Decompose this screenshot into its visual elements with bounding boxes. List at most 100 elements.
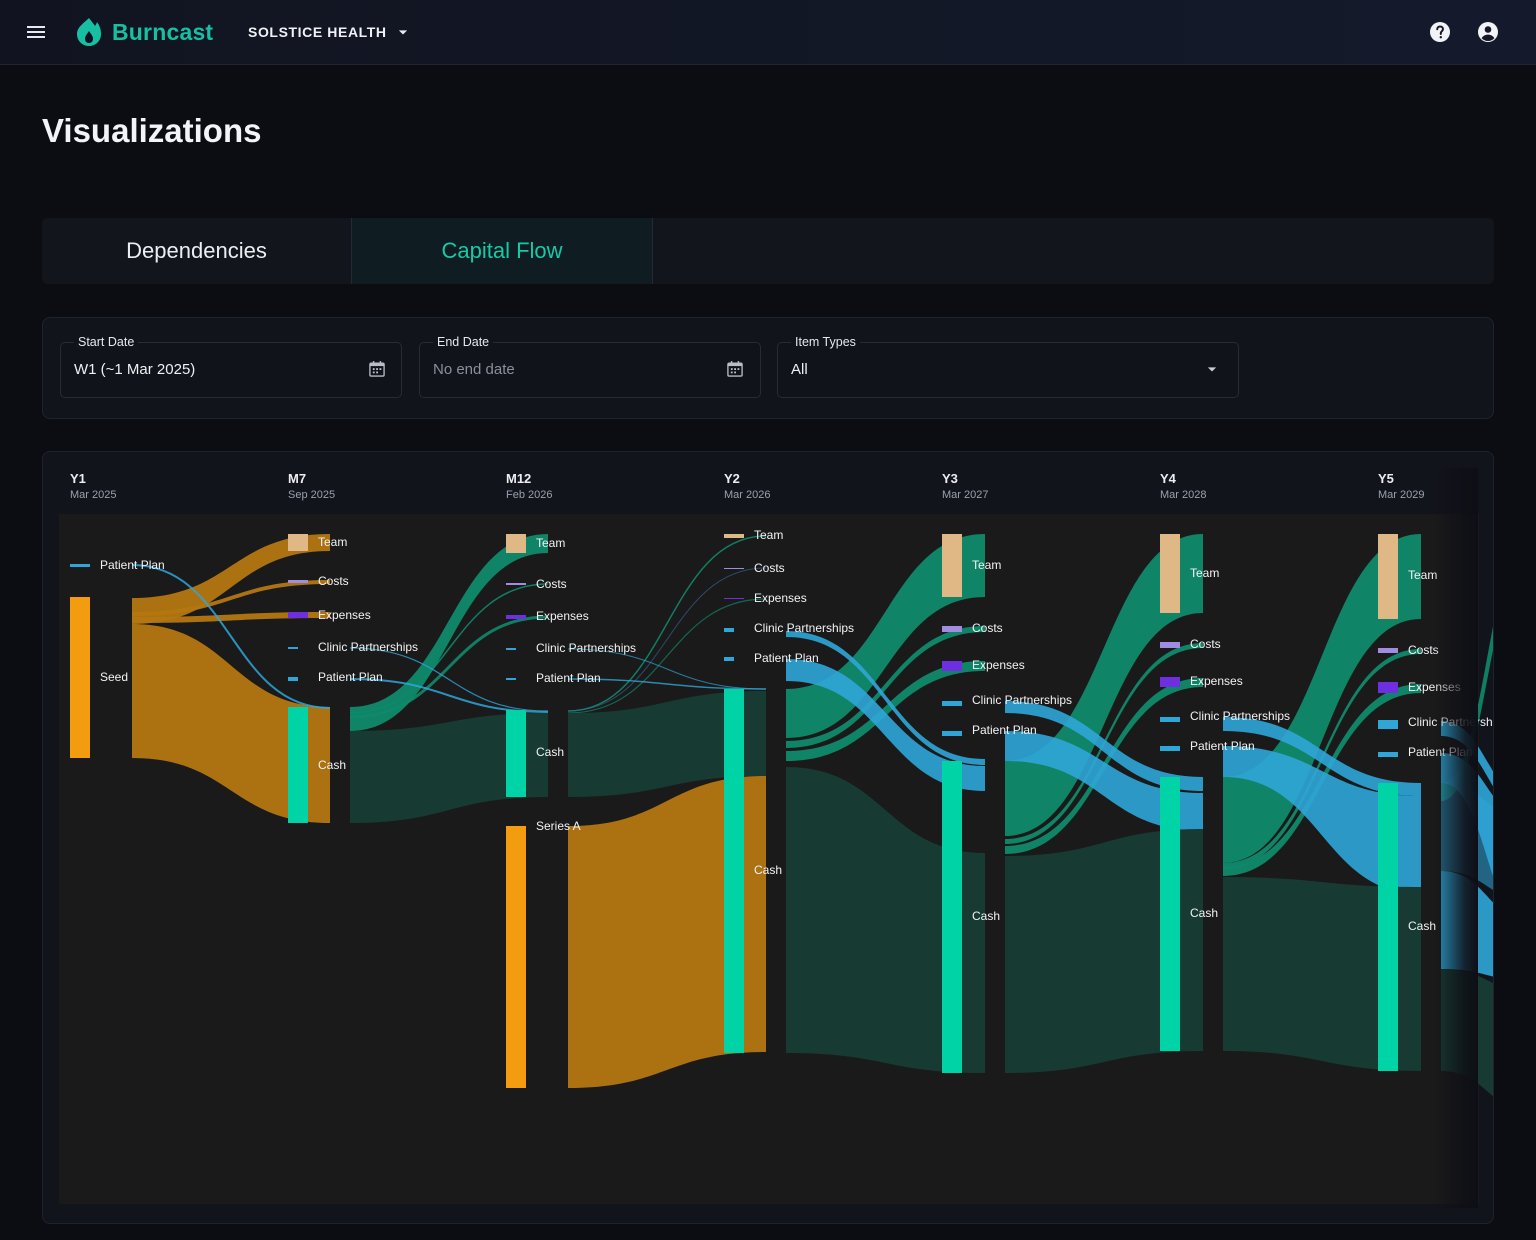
flow-cash-cash: [350, 713, 548, 823]
node-expenses: [506, 615, 526, 619]
node-seed: [70, 597, 90, 758]
node-label-clinic-partnerships: Clinic Partnerships: [754, 621, 854, 635]
calendar-icon[interactable]: [367, 359, 387, 379]
node-label-patient-plan: Patient Plan: [972, 723, 1037, 737]
flow-clinic-cash: [1005, 701, 1203, 791]
node-series-a: [506, 826, 526, 1088]
flow-seed-team: [132, 534, 330, 624]
period-label: Y2: [724, 471, 740, 486]
menu-icon[interactable]: [24, 20, 48, 44]
flow-cash-expenses: [567, 598, 767, 714]
app-bar: Burncast SOLSTICE HEALTH: [0, 0, 1536, 65]
node-label-expenses: Expenses: [1408, 680, 1461, 694]
flow-cash-team: [567, 535, 767, 712]
node-label-seed: Seed: [100, 670, 128, 684]
node-label-team: Team: [318, 535, 347, 549]
tab-capital-flow[interactable]: Capital Flow: [351, 218, 653, 284]
flow-patient-plan-cash: [786, 659, 985, 791]
flow-clinic-cash: [1223, 717, 1421, 796]
period-date: Mar 2026: [724, 489, 770, 501]
end-date-field[interactable]: End Date No end date: [419, 335, 761, 398]
node-clinic-partnerships: [1160, 717, 1180, 722]
node-label-team: Team: [1408, 568, 1437, 582]
node-label-patient-plan: Patient Plan: [754, 651, 819, 665]
flow-patient-plan-cash: [131, 564, 331, 709]
node-label-expenses: Expenses: [1190, 674, 1243, 688]
flow-cash-costs: [567, 567, 767, 712]
flow-seed-cash: [132, 624, 330, 823]
node-label-costs: Costs: [972, 621, 1003, 635]
period-date: Feb 2026: [506, 489, 552, 501]
node-label-cash: Cash: [536, 745, 564, 759]
node-team: [724, 534, 744, 538]
node-label-expenses: Expenses: [536, 609, 589, 623]
node-cash: [1160, 777, 1180, 1051]
node-costs: [288, 580, 308, 583]
node-label-clinic-partnerships: Clinic Partnerships: [1190, 709, 1290, 723]
node-label-patient-plan: Patient Plan: [1408, 745, 1473, 759]
item-types-select[interactable]: Item Types All: [777, 335, 1239, 398]
caret-down-icon: [398, 30, 407, 35]
node-label-team: Team: [972, 558, 1001, 572]
node-label-costs: Costs: [536, 577, 567, 591]
start-date-value: W1 (~1 Mar 2025): [74, 361, 196, 378]
organization-selector[interactable]: SOLSTICE HEALTH: [248, 22, 413, 42]
node-label-series-a: Series A: [536, 819, 581, 833]
account-circle-icon[interactable]: [1476, 20, 1500, 44]
node-label-patient-plan: Patient Plan: [318, 670, 383, 684]
node-cash: [506, 710, 526, 797]
flow-cash-costs: [349, 583, 549, 714]
flow-cash-expenses: [786, 661, 985, 761]
flow-cash-costs: [786, 626, 985, 748]
node-costs: [724, 568, 744, 569]
node-label-patient-plan: Patient Plan: [100, 558, 165, 572]
node-label-cash: Cash: [318, 758, 346, 772]
node-expenses: [1160, 677, 1180, 687]
node-label-costs: Costs: [754, 561, 785, 575]
period-date: Mar 2025: [70, 489, 116, 501]
node-label-patient-plan: Patient Plan: [536, 671, 601, 685]
node-label-clinic-partnerships: Clinic Partnerships: [318, 640, 418, 654]
period-date: Mar 2029: [1378, 489, 1424, 501]
help-icon[interactable]: [1428, 20, 1452, 44]
node-label-costs: Costs: [1408, 643, 1439, 657]
node-team: [942, 534, 962, 597]
brand[interactable]: Burncast: [76, 16, 213, 48]
period-date: Mar 2028: [1160, 489, 1206, 501]
flow-clinic-cash: [786, 631, 985, 765]
node-label-clinic-partnerships: Clinic Partnerships: [536, 641, 636, 655]
node-label-costs: Costs: [318, 574, 349, 588]
start-date-field[interactable]: Start Date W1 (~1 Mar 2025): [60, 335, 402, 398]
period-label: M12: [506, 471, 531, 486]
node-label-team: Team: [1190, 566, 1219, 580]
period-label: Y3: [942, 471, 958, 486]
node-patient-plan: [724, 657, 734, 661]
node-patient-plan: [506, 678, 516, 680]
node-patient-plan: [1160, 746, 1180, 751]
node-label-costs: Costs: [1190, 637, 1221, 651]
node-label-clinic-partnerships: Clinic Partnerships: [1408, 715, 1493, 729]
period-label: Y5: [1378, 471, 1394, 486]
app-name: Burncast: [112, 18, 214, 45]
node-expenses: [942, 661, 962, 671]
organization-name: SOLSTICE HEALTH: [248, 24, 387, 40]
calendar-icon[interactable]: [725, 359, 745, 379]
tab-dependencies[interactable]: Dependencies: [126, 238, 267, 263]
flow-cash-cash: [1223, 877, 1421, 1071]
node-label-cash: Cash: [972, 909, 1000, 923]
view-tabs: Dependencies Capital Flow: [42, 218, 1494, 284]
start-date-label: Start Date: [74, 335, 139, 349]
node-label-expenses: Expenses: [754, 591, 807, 605]
page-title: Visualizations: [42, 112, 262, 149]
flow-seed-costs: [132, 580, 330, 616]
period-label: Y4: [1160, 471, 1177, 486]
node-expenses: [288, 612, 308, 618]
period-label: M7: [288, 471, 306, 486]
node-costs: [1160, 642, 1180, 648]
flow-cash-cash: [568, 691, 766, 797]
node-patient-plan: [288, 677, 298, 681]
node-clinic-partnerships: [942, 701, 962, 706]
node-clinic-partnerships: [506, 648, 516, 650]
flow-cash-team: [350, 534, 548, 731]
node-label-expenses: Expenses: [318, 608, 371, 622]
